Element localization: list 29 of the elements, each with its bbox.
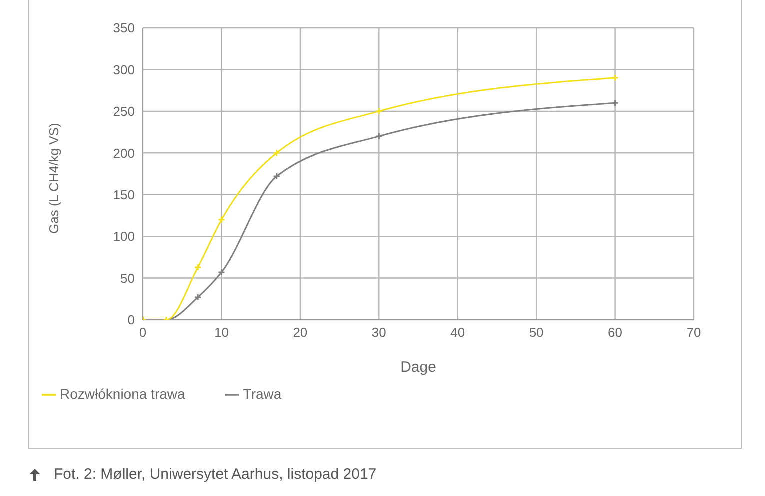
x-tick-label: 60 bbox=[608, 325, 623, 340]
x-tick-label: 30 bbox=[372, 325, 386, 340]
y-tick-label: 250 bbox=[113, 104, 135, 120]
y-tick-label: 300 bbox=[113, 62, 135, 78]
point bbox=[375, 108, 383, 116]
y-tick-label: 150 bbox=[113, 187, 135, 202]
y-tick-label: 200 bbox=[113, 146, 135, 161]
y-tick-label: 100 bbox=[113, 229, 135, 244]
point bbox=[273, 172, 281, 180]
legend-label: Trawa bbox=[243, 386, 282, 402]
x-tick-label: 70 bbox=[686, 325, 702, 340]
point bbox=[273, 149, 281, 157]
text: Fot. 2: Møller, Uniwersytet Aarhus, listopad 2017 bbox=[54, 466, 377, 483]
x-tick-label: 10 bbox=[214, 325, 229, 340]
point bbox=[194, 294, 202, 302]
y-tick-label: 350 bbox=[113, 20, 135, 36]
y-axis-title: Gas (L CH4/kg VS) bbox=[46, 123, 62, 234]
x-axis-title: Dage bbox=[400, 359, 436, 376]
x-tick-label: 40 bbox=[450, 325, 466, 340]
x-tick-label: 0 bbox=[139, 325, 147, 340]
point bbox=[218, 216, 226, 224]
y-tick-label: 0 bbox=[128, 312, 135, 328]
x-tick-label: 50 bbox=[529, 325, 544, 340]
point bbox=[194, 264, 202, 272]
point bbox=[218, 268, 226, 276]
x-tick-label: 20 bbox=[293, 325, 308, 340]
y-tick-label: 50 bbox=[120, 270, 135, 286]
legend-label: Rozwłókniona trawa bbox=[60, 386, 186, 402]
point bbox=[375, 132, 383, 140]
